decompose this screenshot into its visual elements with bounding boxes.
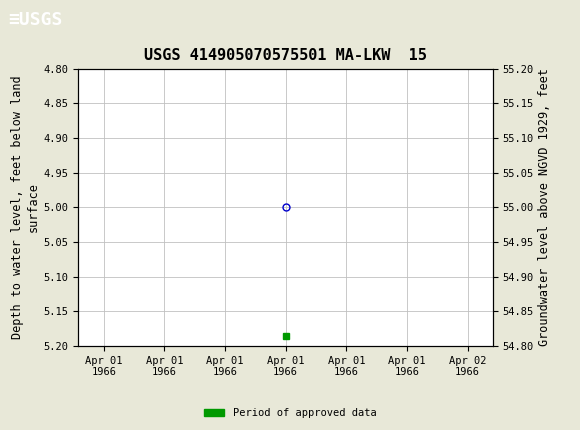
- Y-axis label: Depth to water level, feet below land
surface: Depth to water level, feet below land su…: [12, 76, 39, 339]
- Legend: Period of approved data: Period of approved data: [200, 404, 380, 423]
- Title: USGS 414905070575501 MA-LKW  15: USGS 414905070575501 MA-LKW 15: [144, 49, 427, 64]
- Y-axis label: Groundwater level above NGVD 1929, feet: Groundwater level above NGVD 1929, feet: [538, 68, 551, 347]
- Text: ≡USGS: ≡USGS: [9, 12, 63, 29]
